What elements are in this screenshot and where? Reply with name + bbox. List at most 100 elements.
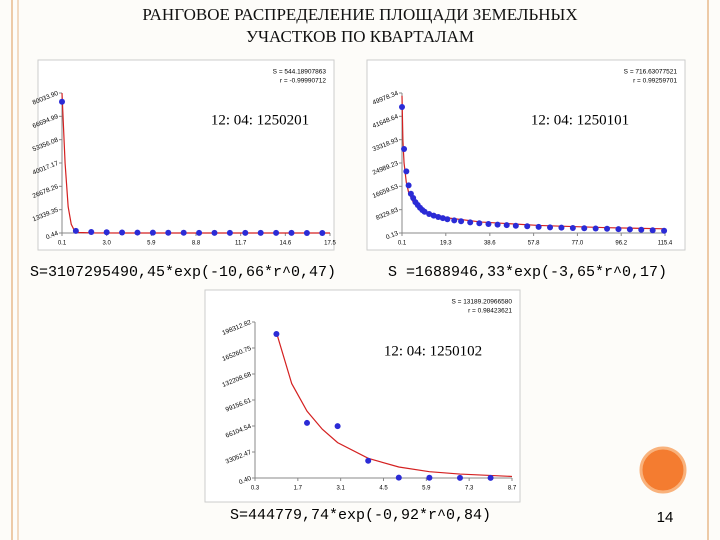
data-point (615, 226, 622, 233)
y-tick-label: 0.44 (45, 230, 60, 241)
x-tick-label: 14.6 (279, 241, 291, 247)
slide-title: РАНГОВОЕ РАСПРЕДЕЛЕНИЕ ПЛОЩАДИ ЗЕМЕЛЬНЫХ… (142, 5, 578, 46)
data-point (626, 226, 633, 233)
data-point (119, 229, 126, 236)
data-point (456, 474, 463, 481)
chart: S = 716.63077521 r = 0.99259701 0.1 19.3 38.… (366, 59, 686, 251)
data-point (273, 229, 280, 236)
data-point (196, 229, 203, 236)
x-tick-label: 0.1 (58, 241, 67, 247)
stat-r: r = 0.98423621 (468, 308, 512, 315)
data-point (439, 215, 446, 222)
data-point (604, 225, 611, 232)
data-point (638, 226, 645, 233)
x-tick-label: 38.6 (484, 241, 496, 247)
data-point (661, 227, 668, 234)
x-tick-label: 11.7 (235, 241, 247, 247)
chart: S = 13189.20966580 r = 0.98423621 0.3 1.7 3.… (204, 289, 521, 503)
data-point (211, 229, 218, 236)
x-tick-label: 8.8 (192, 241, 201, 247)
data-point (257, 229, 264, 236)
chart-annotation: 12: 04: 1250201 (211, 112, 309, 128)
formula: S =1688946,33*exp(-3,65*r^0,17) (388, 264, 667, 281)
data-point (435, 214, 442, 221)
page-number: 14 (657, 509, 674, 526)
data-point (476, 220, 483, 227)
data-point (547, 224, 554, 231)
chart-annotation: 12: 04: 1250102 (384, 343, 482, 359)
data-point (165, 229, 172, 236)
x-tick-label: 3.0 (102, 241, 111, 247)
data-point (88, 228, 95, 235)
data-point (59, 98, 65, 105)
data-point (535, 223, 542, 230)
x-tick-label: 7.3 (465, 486, 474, 492)
data-point (403, 168, 410, 175)
data-point (524, 223, 531, 230)
stat-s: S = 13189.20966580 (451, 299, 512, 306)
x-tick-label: 17.5 (324, 241, 336, 247)
x-tick-label: 115.4 (658, 241, 673, 247)
data-point (503, 222, 510, 229)
x-tick-label: 0.1 (398, 241, 407, 247)
x-tick-label: 4.5 (379, 486, 388, 492)
data-point (426, 210, 433, 217)
chart-annotation: 12: 04: 1250101 (531, 112, 629, 128)
data-point (395, 474, 402, 481)
x-tick-label: 0.3 (251, 486, 260, 492)
data-point (273, 331, 280, 338)
y-tick-label: 0.40 (238, 475, 253, 486)
data-point (149, 229, 156, 236)
y-tick-label: 0.13 (385, 230, 400, 241)
decor-circle (639, 446, 687, 494)
formula: S=3107295490,45*exp(-10,66*r^0,47) (30, 264, 336, 281)
x-tick-label: 8.7 (508, 486, 517, 492)
data-point (319, 229, 326, 236)
x-tick-label: 19.3 (440, 241, 452, 247)
data-point (399, 103, 405, 110)
x-tick-label: 57.8 (528, 241, 540, 247)
formula: S=444779,74*exp(-0,92*r^0,84) (230, 507, 491, 524)
x-tick-label: 3.1 (336, 486, 345, 492)
data-point (451, 217, 458, 224)
data-point (485, 221, 492, 228)
data-point (288, 229, 295, 236)
stat-s: S = 716.63077521 (624, 69, 678, 76)
stat-r: r = -0.99990712 (280, 78, 326, 85)
x-tick-label: 1.7 (294, 486, 303, 492)
data-point (421, 208, 428, 215)
x-tick-label: 5.9 (422, 486, 431, 492)
data-point (649, 227, 656, 234)
stat-s: S = 544.18907863 (273, 69, 327, 76)
x-tick-label: 5.9 (147, 241, 156, 247)
data-point (180, 229, 187, 236)
x-tick-label: 77.0 (572, 241, 584, 247)
data-point (304, 419, 311, 426)
data-point (401, 145, 408, 152)
data-point (226, 229, 233, 236)
data-point (592, 225, 599, 232)
data-point (558, 224, 565, 231)
fit-curve (275, 332, 513, 478)
data-point (430, 212, 437, 219)
chart-panel (366, 59, 686, 251)
data-point (134, 229, 141, 236)
stat-r: r = 0.99259701 (633, 78, 677, 85)
data-point (581, 225, 588, 232)
chart: S = 544.18907863 r = -0.99990712 0.1 3.0 5.9… (32, 59, 336, 251)
data-point (365, 457, 372, 464)
data-point (103, 229, 110, 236)
x-tick-label: 96.2 (615, 241, 627, 247)
data-point (303, 229, 310, 236)
data-point (242, 229, 249, 236)
chart-panel (204, 289, 521, 503)
title-box: РАНГОВОЕ РАСПРЕДЕЛЕНИЕ ПЛОЩАДИ ЗЕМЕЛЬНЫХ… (142, 5, 578, 46)
data-point (426, 474, 433, 481)
data-point (487, 474, 494, 481)
data-point (405, 182, 412, 189)
data-point (72, 227, 79, 234)
chart-panel (37, 59, 335, 251)
data-point (458, 218, 465, 225)
